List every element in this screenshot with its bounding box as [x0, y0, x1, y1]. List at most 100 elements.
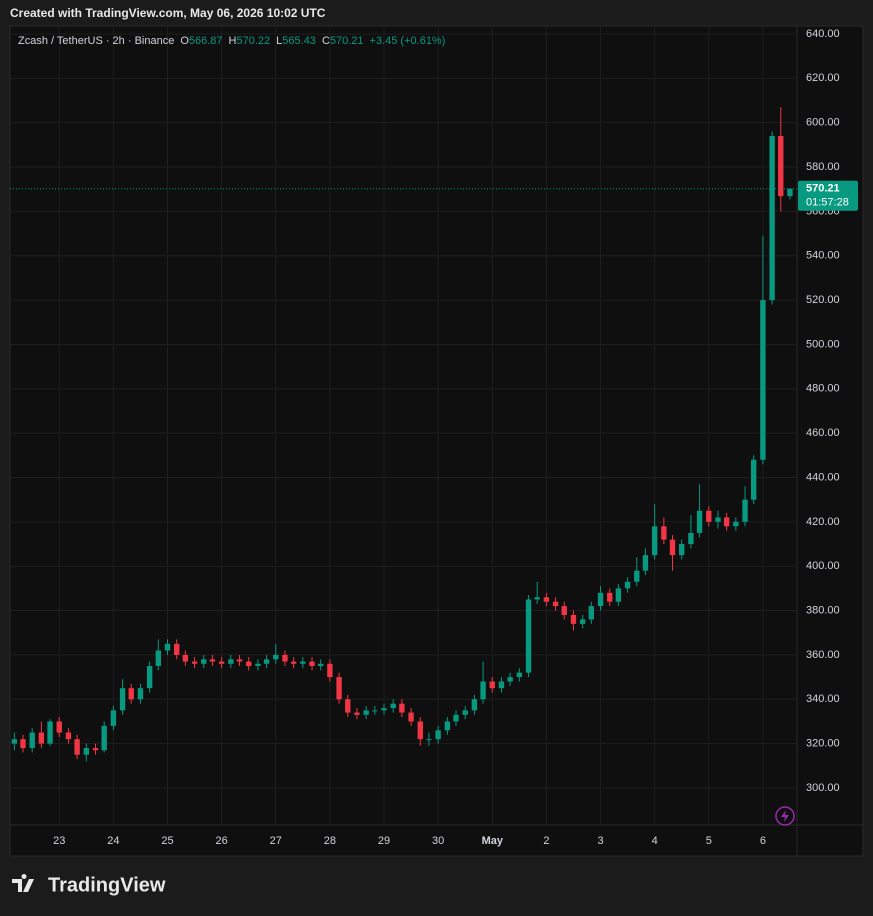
candle-body	[282, 654, 288, 662]
candle-body	[182, 654, 189, 662]
x-tick-label: 25	[161, 835, 173, 847]
y-tick-label: 540.00	[806, 250, 840, 262]
candle-body	[381, 708, 387, 711]
candle-body	[155, 650, 161, 666]
candle-body	[110, 710, 117, 726]
candle-body	[471, 699, 478, 711]
candle-body	[246, 661, 252, 666]
candle-body	[426, 739, 432, 741]
candle-body	[543, 597, 550, 602]
price-tag-countdown: 01:57:28	[806, 197, 849, 209]
y-tick-label: 440.00	[806, 471, 840, 483]
x-tick-label: 3	[597, 835, 603, 847]
y-tick-label: 640.00	[806, 28, 840, 40]
candle-body	[56, 721, 62, 733]
candle-body	[715, 517, 721, 522]
candle-body	[696, 510, 703, 533]
ohlc-value: 570.22	[237, 35, 271, 47]
candle-body	[74, 739, 80, 755]
y-tick-label: 380.00	[806, 604, 840, 616]
grid	[10, 26, 797, 825]
candle-body	[146, 665, 153, 689]
candle-body	[588, 606, 595, 620]
candle-body	[164, 643, 171, 651]
candle-body	[634, 570, 640, 582]
candle-body	[327, 663, 333, 678]
y-tick-label: 360.00	[806, 649, 840, 661]
brand-logo: TradingView	[12, 873, 166, 896]
candle-body	[498, 681, 505, 689]
candle-body	[570, 614, 577, 624]
candle-body	[336, 677, 342, 700]
x-tick-label: 29	[378, 835, 390, 847]
y-tick-label: 460.00	[806, 427, 840, 439]
candle-body	[751, 459, 757, 500]
candle-body	[318, 663, 324, 666]
candle-body	[489, 681, 495, 689]
candle-body	[507, 677, 513, 682]
candle-body	[119, 688, 126, 711]
candle-body	[290, 661, 297, 664]
candle-body	[444, 721, 451, 731]
y-tick-label: 480.00	[806, 383, 840, 395]
candle-body	[228, 659, 234, 664]
candle-body	[20, 739, 26, 749]
price-tag	[798, 180, 858, 211]
candle-body	[263, 659, 270, 664]
ohlc-label: O	[180, 35, 189, 47]
candle-body	[615, 588, 622, 602]
candle-body	[480, 681, 486, 700]
candle-body	[651, 526, 658, 556]
candle-body	[661, 526, 667, 540]
candle-body	[191, 661, 198, 664]
x-tick-label: 5	[706, 835, 712, 847]
chart-panel	[9, 25, 864, 857]
candle-body	[417, 721, 423, 740]
y-tick-label: 400.00	[806, 560, 840, 572]
ohlc-label: L	[276, 35, 282, 47]
candle-body	[579, 619, 586, 624]
alert-icon[interactable]	[775, 806, 795, 826]
y-tick-label: 300.00	[806, 782, 840, 794]
y-tick-label: 420.00	[806, 516, 840, 528]
candle-body	[778, 135, 784, 197]
y-tick-label: 600.00	[806, 117, 840, 129]
candle-body	[760, 300, 766, 460]
candle-body	[742, 499, 748, 522]
x-tick-label: 24	[107, 835, 119, 847]
ohlc-label: C	[322, 35, 330, 47]
candle-body	[218, 661, 225, 664]
candle-body	[435, 730, 441, 740]
legend: Zcash / TetherUS · 2h · Binance O566.87 H5…	[18, 35, 445, 47]
candle-body	[552, 601, 559, 607]
x-tick-label: 27	[270, 835, 282, 847]
y-tick-label: 620.00	[806, 72, 840, 84]
candle-body	[209, 659, 216, 662]
candle-body	[390, 703, 396, 709]
candle-body	[408, 712, 414, 722]
x-tick-label: 6	[760, 835, 766, 847]
labels: 300.00 320.00 340.00 360.00 380.00 400.00 420.…	[18, 28, 858, 847]
candle-body	[300, 661, 306, 664]
candle-body	[787, 188, 793, 197]
candle-body	[525, 599, 532, 673]
candle-body	[38, 732, 45, 744]
candle-body	[723, 517, 730, 527]
candle-body	[255, 663, 261, 666]
candle-body	[534, 597, 540, 600]
alert-bolt	[781, 810, 789, 822]
candle-body	[29, 732, 35, 749]
x-tick-label: 26	[216, 835, 228, 847]
ohlc-label: H	[229, 35, 237, 47]
candles	[10, 107, 797, 762]
y-tick-label: 340.00	[806, 693, 840, 705]
candle-body	[128, 688, 134, 700]
candle-body	[669, 539, 676, 556]
ohlc-value: 570.21	[330, 35, 364, 47]
candle-body	[363, 710, 369, 715]
candle-body	[688, 532, 694, 545]
symbol-title: Zcash / TetherUS · 2h · Binance	[18, 35, 174, 47]
candle-body	[399, 703, 405, 713]
x-tick-label: 4	[652, 835, 658, 847]
candle-body	[679, 544, 685, 556]
